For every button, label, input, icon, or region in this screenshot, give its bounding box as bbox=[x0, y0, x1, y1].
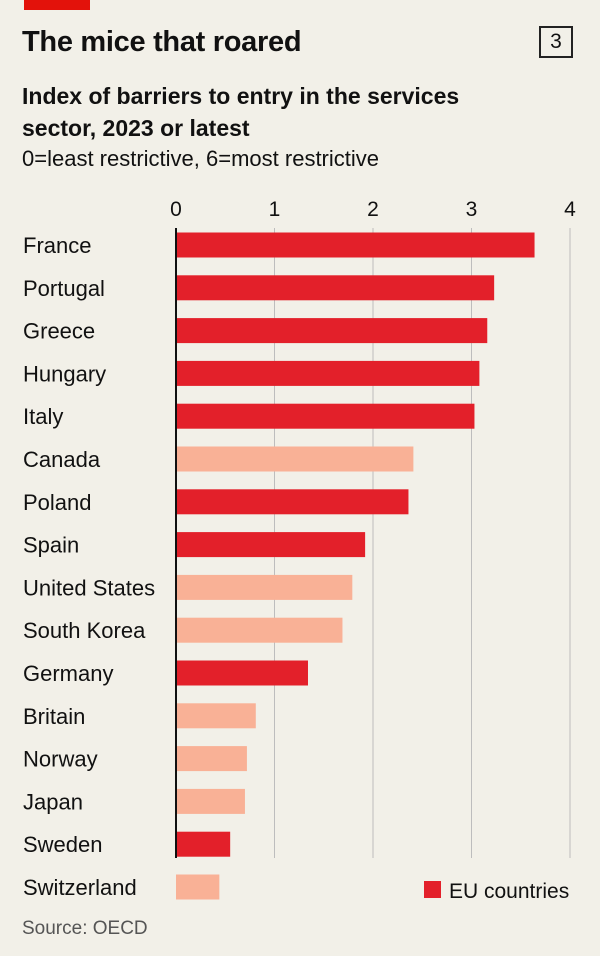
x-tick-label: 3 bbox=[466, 198, 478, 221]
chart-scale-note: 0=least restrictive, 6=most restrictive bbox=[22, 146, 380, 171]
category-label: Sweden bbox=[23, 832, 103, 857]
chart-number-badge: 3 bbox=[539, 26, 573, 58]
bars bbox=[175, 228, 535, 900]
category-label: Japan bbox=[23, 789, 83, 814]
category-label: United States bbox=[23, 575, 155, 600]
category-label: Norway bbox=[23, 747, 98, 772]
bar bbox=[176, 703, 256, 729]
legend-swatch bbox=[424, 881, 441, 898]
bar bbox=[176, 403, 475, 429]
bar bbox=[176, 660, 308, 686]
bar bbox=[176, 232, 535, 258]
category-label: Hungary bbox=[23, 361, 106, 386]
bar bbox=[176, 574, 353, 600]
chart-subtitle: Index of barriers to entry in the servic… bbox=[22, 83, 460, 141]
category-label: Switzerland bbox=[23, 875, 137, 900]
bar bbox=[176, 318, 488, 344]
x-tick-label: 2 bbox=[367, 198, 379, 221]
bar bbox=[176, 831, 231, 857]
bar bbox=[176, 788, 245, 814]
x-tick-label: 4 bbox=[564, 198, 576, 221]
category-label: Poland bbox=[23, 490, 92, 515]
category-label: Greece bbox=[23, 319, 95, 344]
source-note: Source: OECD bbox=[22, 918, 148, 939]
bar bbox=[176, 532, 366, 558]
category-label: Spain bbox=[23, 533, 79, 558]
bar bbox=[176, 746, 247, 772]
bar bbox=[176, 617, 343, 643]
chart-title: The mice that roared bbox=[22, 26, 302, 58]
category-label: Britain bbox=[23, 704, 85, 729]
x-tick-label: 1 bbox=[269, 198, 281, 221]
legend-label: EU countries bbox=[449, 880, 569, 903]
x-tick-label: 0 bbox=[170, 198, 182, 221]
category-label: France bbox=[23, 233, 91, 258]
category-label: Germany bbox=[23, 661, 113, 686]
bar bbox=[176, 446, 414, 472]
x-axis-ticks: 0 1 2 3 4 bbox=[170, 198, 576, 221]
bar bbox=[176, 275, 495, 301]
bar bbox=[176, 489, 409, 515]
category-label: Italy bbox=[23, 404, 63, 429]
brand-tag bbox=[24, 0, 90, 10]
bar bbox=[176, 360, 480, 386]
category-label: Canada bbox=[23, 447, 101, 472]
category-label: South Korea bbox=[23, 618, 146, 643]
bar bbox=[176, 874, 220, 900]
category-labels: France Portugal Greece Hungary Italy Canada Po… bbox=[23, 233, 155, 900]
legend: EU countries bbox=[424, 880, 569, 903]
category-label: Portugal bbox=[23, 276, 105, 301]
